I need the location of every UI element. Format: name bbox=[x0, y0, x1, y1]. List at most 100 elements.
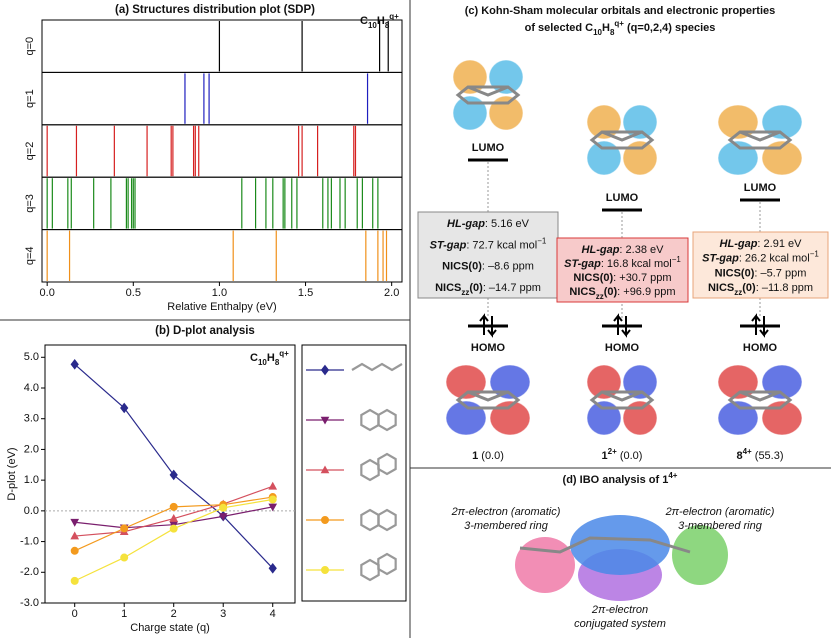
marker bbox=[321, 516, 329, 524]
electron-up bbox=[479, 313, 489, 335]
series-line bbox=[74, 498, 273, 582]
ibo-label: 2π-electron (aromatic) bbox=[665, 506, 775, 518]
marker bbox=[70, 546, 79, 555]
orbital-lobe bbox=[622, 400, 658, 436]
property: NICSzz(0): +96.9 ppm bbox=[569, 286, 675, 301]
row-frame bbox=[41, 176, 403, 231]
property-part: : 72.7 kcal mol bbox=[466, 239, 537, 251]
electron-down bbox=[759, 316, 769, 338]
property: ST-gap: 72.7 kcal mol−1 bbox=[430, 236, 547, 251]
panel-title-part: (c) Kohn-Sham molecular orbitals and ele… bbox=[465, 5, 776, 17]
property: HL-gap: 2.91 eV bbox=[720, 238, 803, 250]
caption-part: 8 bbox=[736, 450, 742, 462]
marker bbox=[320, 465, 330, 474]
marker bbox=[218, 513, 228, 521]
row-frame bbox=[41, 71, 403, 126]
x-tick-label: 1.5 bbox=[298, 287, 313, 299]
formula-part: q+ bbox=[279, 349, 289, 358]
property-box bbox=[692, 231, 829, 299]
formula-part: H bbox=[267, 352, 275, 364]
row-label: q=2 bbox=[24, 142, 36, 161]
marker bbox=[120, 553, 129, 562]
molecule-sketch bbox=[377, 508, 397, 532]
formula: C10H8q+ bbox=[250, 349, 289, 367]
property: HL-gap: 5.16 eV bbox=[447, 218, 530, 230]
property: NICSzz(0): –14.7 ppm bbox=[435, 282, 541, 297]
caption: 1 (0.0) bbox=[472, 450, 504, 462]
y-tick-label: -2.0 bbox=[20, 566, 39, 578]
lumo-label: LUMO bbox=[606, 192, 639, 204]
property-part: (0) bbox=[742, 282, 756, 294]
panel-title-part: (d) IBO analysis of bbox=[563, 474, 663, 486]
electron-up bbox=[751, 313, 761, 335]
row-label: q=4 bbox=[24, 246, 36, 265]
property: NICS(0): –8.6 ppm bbox=[442, 261, 534, 273]
panel-subtitle-part: q+ bbox=[614, 19, 624, 28]
caption-part: 1 bbox=[602, 450, 608, 462]
orbital-lobe bbox=[488, 95, 524, 131]
property-box bbox=[556, 237, 689, 303]
panel-subtitle-part: 10 bbox=[593, 28, 602, 37]
panel-title-part: 4+ bbox=[668, 471, 677, 480]
molecule-sketch bbox=[377, 552, 397, 576]
ibo-lobe bbox=[672, 525, 728, 585]
property-part: : 16.8 kcal mol bbox=[601, 258, 672, 270]
property-part: : 2.91 eV bbox=[757, 238, 802, 250]
marker bbox=[268, 481, 278, 490]
caption-part: 4+ bbox=[743, 447, 752, 456]
caption-part: 1 bbox=[472, 450, 478, 462]
property-part: : 2.38 eV bbox=[619, 244, 664, 256]
property-part: (0) bbox=[604, 286, 618, 298]
formula-part: 8 bbox=[275, 358, 280, 367]
property-part: ST-gap bbox=[564, 258, 601, 270]
molecule-sketch bbox=[360, 558, 380, 582]
marker bbox=[320, 364, 330, 376]
molecule-frame bbox=[455, 85, 521, 105]
property-part: zz bbox=[461, 288, 469, 297]
formula-part: H bbox=[377, 15, 385, 27]
marker bbox=[219, 503, 228, 512]
panel-subtitle: of selected C10H8q+ (q=0,2,4) species bbox=[525, 19, 716, 37]
row-label: q=3 bbox=[24, 194, 36, 213]
property-part: −1 bbox=[672, 255, 682, 264]
property-part: : –5.7 ppm bbox=[754, 267, 806, 279]
marker bbox=[120, 402, 129, 414]
orbital-lobe bbox=[586, 400, 622, 436]
marker bbox=[320, 416, 330, 425]
y-tick-label: 1.0 bbox=[24, 474, 39, 486]
property: NICS(0): –5.7 ppm bbox=[715, 267, 807, 279]
property-part: −1 bbox=[537, 236, 547, 245]
marker bbox=[169, 524, 178, 533]
property-part: NICS bbox=[569, 286, 595, 298]
y-tick-label: 0.0 bbox=[24, 505, 39, 517]
property-part: −1 bbox=[810, 249, 820, 258]
y-tick-label: -1.0 bbox=[20, 535, 39, 547]
y-tick-label: 4.0 bbox=[24, 382, 39, 394]
marker bbox=[70, 518, 80, 527]
molecule-sketch bbox=[377, 408, 397, 432]
orbital-image bbox=[717, 364, 803, 436]
formula-part: q+ bbox=[389, 12, 399, 21]
ibo-label: 3-membered ring bbox=[678, 520, 763, 532]
y-tick-label: -3.0 bbox=[20, 597, 39, 609]
ibo-label: 3-membered ring bbox=[464, 520, 549, 532]
homo-label: HOMO bbox=[743, 342, 778, 354]
property-part: : –8.6 ppm bbox=[482, 261, 534, 273]
marker bbox=[268, 495, 277, 504]
row-frame bbox=[41, 19, 403, 73]
orbital-image bbox=[445, 364, 531, 436]
property-part: : +30.7 ppm bbox=[613, 272, 671, 284]
row-frame bbox=[41, 229, 403, 283]
property-part: HL-gap bbox=[582, 244, 620, 256]
property-part: : –14.7 ppm bbox=[483, 282, 541, 294]
y-tick-label: 5.0 bbox=[24, 351, 39, 363]
x-tick-label: 0 bbox=[72, 608, 78, 620]
panel-subtitle-part: of selected C bbox=[525, 22, 594, 34]
orbital-image bbox=[586, 104, 658, 176]
property-part: HL-gap bbox=[720, 238, 758, 250]
orbital-lobe bbox=[452, 95, 488, 131]
property-part: HL-gap bbox=[447, 218, 485, 230]
orbital-lobe bbox=[586, 140, 622, 176]
property-part: NICS bbox=[708, 282, 734, 294]
